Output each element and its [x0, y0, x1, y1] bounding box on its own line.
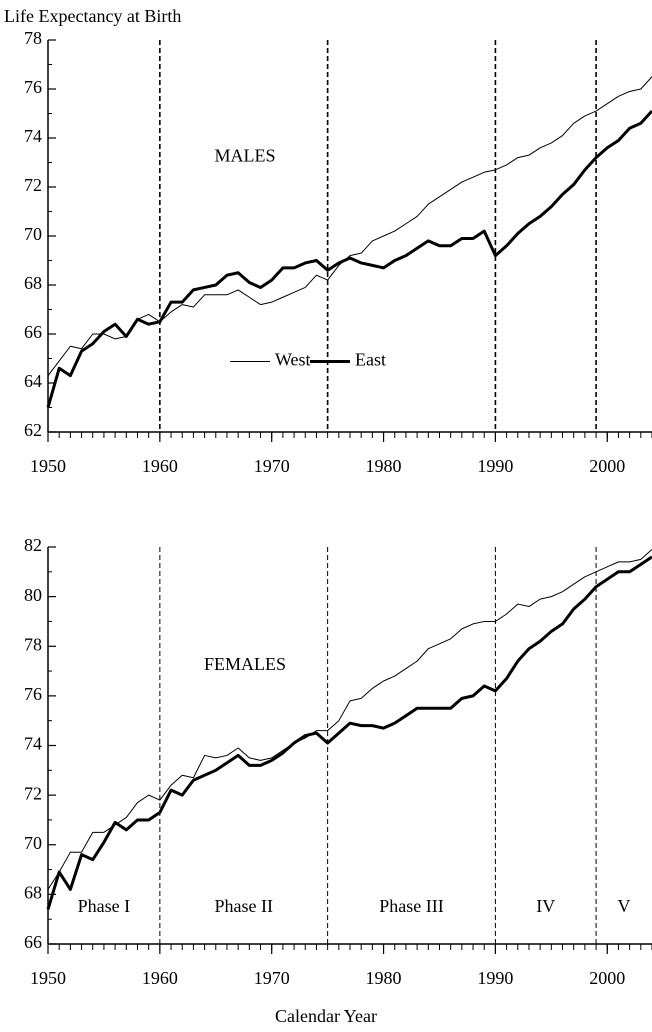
- y-tick-label: 76: [24, 77, 42, 97]
- x-tick-label: 1980: [366, 456, 402, 476]
- phase-label: V: [618, 896, 631, 916]
- x-tick-label: 1960: [142, 968, 178, 988]
- x-tick-label: 1950: [30, 968, 66, 988]
- y-tick-label: 76: [24, 684, 42, 704]
- series-line: [47, 549, 652, 890]
- phase-label: IV: [536, 896, 555, 916]
- panel-label: MALES: [214, 146, 275, 166]
- y-tick-label: 74: [24, 126, 42, 146]
- x-tick-label: 2000: [589, 968, 625, 988]
- x-tick-label: 1980: [366, 968, 402, 988]
- x-tick-label: 1990: [477, 456, 513, 476]
- x-tick-label: 1970: [254, 968, 290, 988]
- x-tick-label: 1990: [477, 968, 513, 988]
- y-tick-label: 74: [24, 734, 42, 754]
- y-tick-label: 62: [24, 420, 42, 440]
- y-tick-label: 78: [24, 634, 42, 654]
- y-tick-label: 70: [24, 833, 42, 853]
- y-tick-label: 72: [24, 175, 42, 195]
- x-tick-label: 2000: [589, 456, 625, 476]
- y-axis-title: Life Expectancy at Birth: [4, 6, 181, 26]
- y-tick-label: 72: [24, 783, 42, 803]
- legend-label: West: [275, 350, 311, 370]
- y-tick-label: 80: [24, 585, 42, 605]
- series-line: [46, 110, 652, 408]
- x-tick-label: 1970: [254, 456, 290, 476]
- legend-label: East: [355, 350, 386, 370]
- y-tick-label: 68: [24, 273, 42, 293]
- y-tick-label: 82: [24, 535, 42, 555]
- phase-label: Phase I: [78, 896, 131, 916]
- y-tick-label: 66: [24, 932, 42, 952]
- phase-label: Phase II: [214, 896, 272, 916]
- y-tick-label: 66: [24, 322, 42, 342]
- y-tick-label: 68: [24, 883, 42, 903]
- y-tick-label: 78: [24, 28, 42, 48]
- series-line: [46, 555, 652, 910]
- x-axis-title: Calendar Year: [275, 1006, 377, 1026]
- phase-label: Phase III: [379, 896, 443, 916]
- panel-label: FEMALES: [204, 654, 286, 674]
- series-line: [47, 76, 652, 376]
- y-tick-label: 64: [24, 371, 42, 391]
- y-tick-label: 70: [24, 224, 42, 244]
- x-tick-label: 1950: [30, 456, 66, 476]
- x-tick-label: 1960: [142, 456, 178, 476]
